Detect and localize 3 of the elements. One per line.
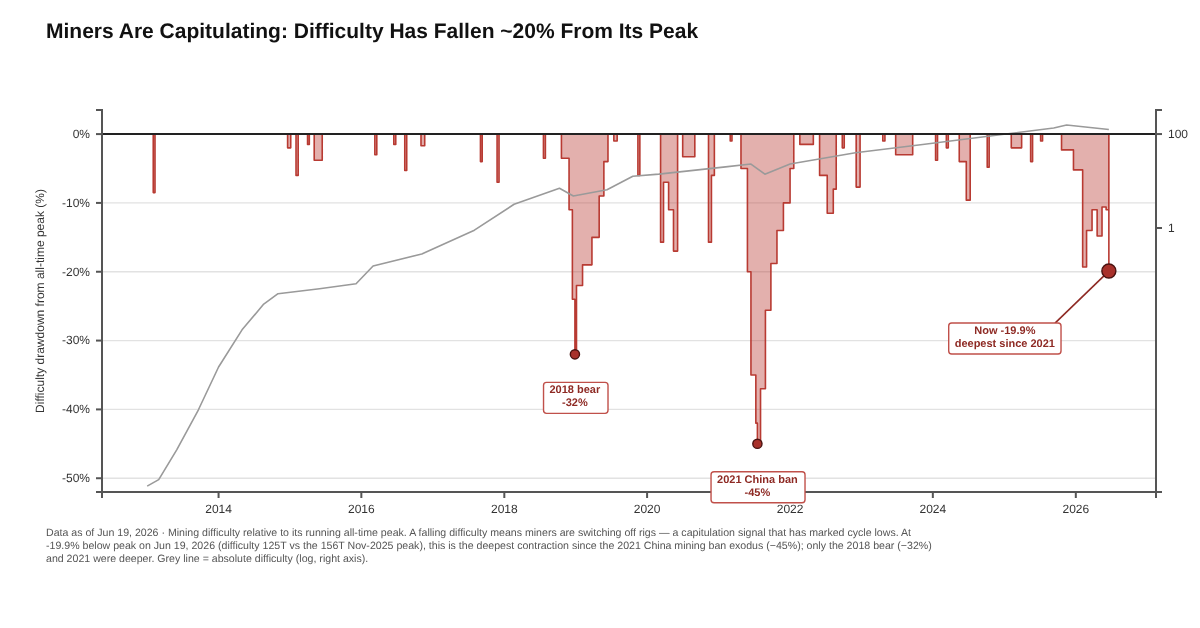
point bbox=[752, 438, 763, 450]
chart-title: Miners Are Capitulating: Difficulty Has Fallen ~20% From Its Peak bbox=[46, 20, 699, 44]
point bbox=[569, 349, 581, 360]
